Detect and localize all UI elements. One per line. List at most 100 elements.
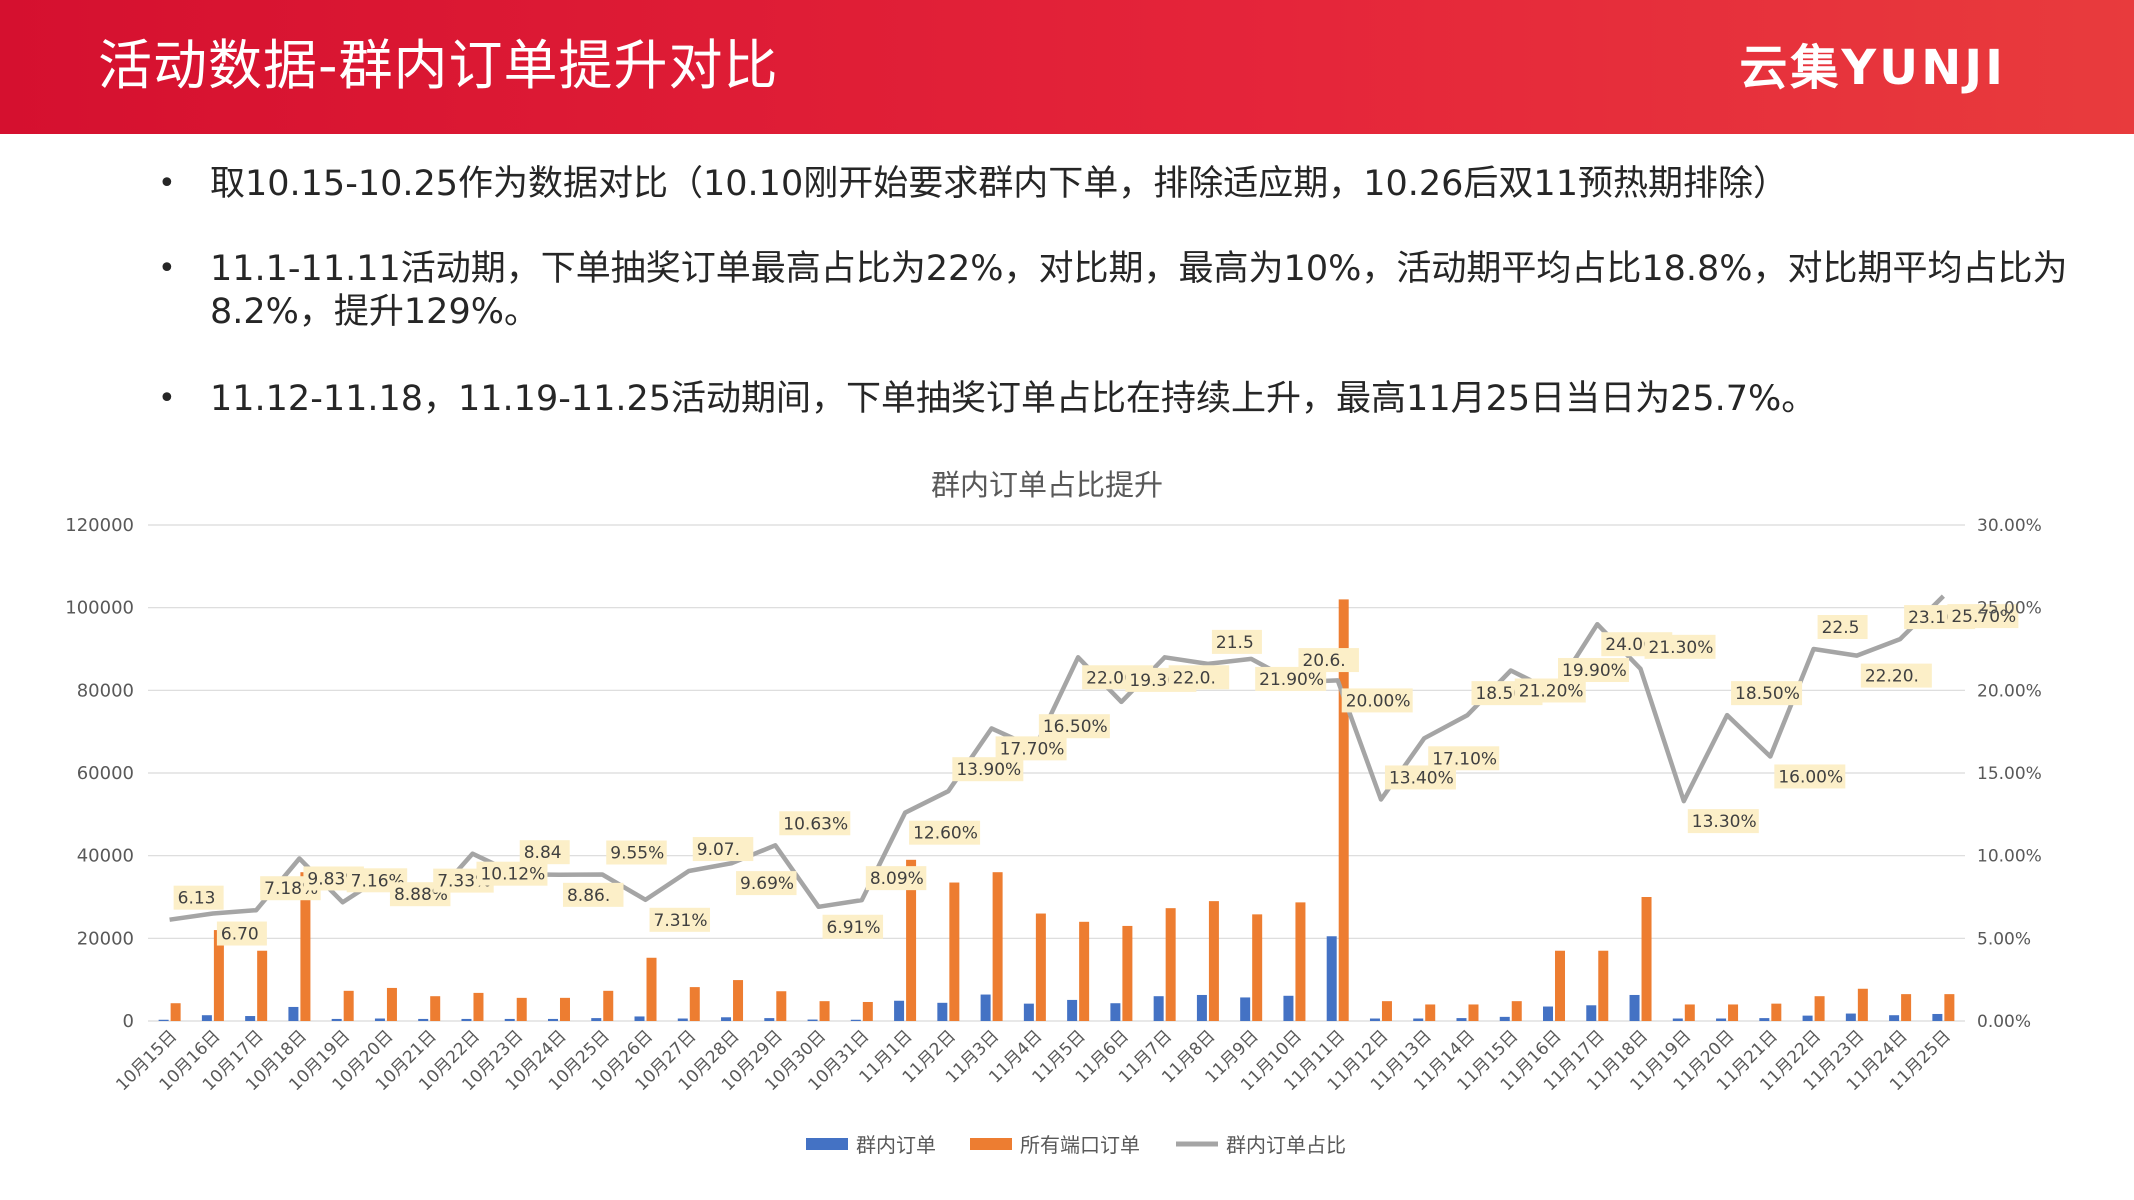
data-label-box — [649, 907, 711, 932]
data-label: 9.07. — [697, 840, 740, 860]
bar-group-orders — [331, 1018, 342, 1021]
y-right-tick-label: 5.00% — [1977, 929, 2031, 949]
bar-all-orders — [1728, 1004, 1739, 1021]
data-label-box — [1211, 629, 1262, 654]
data-label: 21.5 — [1216, 633, 1254, 653]
bar-all-orders — [776, 991, 787, 1021]
bar-all-orders — [1857, 988, 1868, 1021]
bar-all-orders — [1641, 897, 1652, 1021]
data-label-box — [779, 811, 851, 836]
data-label: 6.70 — [221, 925, 259, 945]
y-left-tick-label: 40000 — [77, 846, 134, 867]
y-right-tick-label: 20.00% — [1977, 681, 2042, 701]
data-label: 12.60% — [913, 824, 978, 844]
data-label: 22.5 — [1822, 618, 1860, 638]
bar-all-orders — [516, 997, 527, 1021]
bar-group-orders — [850, 1019, 861, 1021]
bar-all-orders — [689, 987, 700, 1021]
bullet-dot-icon: • — [158, 166, 176, 201]
bar-group-orders — [1889, 1015, 1900, 1021]
bar-group-orders — [764, 1018, 775, 1021]
header-bar: 活动数据-群内订单提升对比 云集YUNJI — [0, 0, 2134, 134]
bar-all-orders — [1555, 950, 1566, 1021]
bar-group-orders — [634, 1016, 645, 1021]
bar-group-orders — [980, 994, 991, 1021]
bar-all-orders — [1252, 914, 1263, 1021]
bar-group-orders — [1110, 1003, 1121, 1021]
bar-group-orders — [1672, 1018, 1683, 1021]
bar-group-orders — [1629, 994, 1640, 1021]
legend-label: 群内订单 — [856, 1133, 936, 1157]
bar-all-orders — [386, 987, 397, 1021]
data-label: 21.30% — [1649, 638, 1714, 658]
bar-group-orders — [1153, 996, 1164, 1021]
bar-all-orders — [300, 872, 311, 1021]
bar-group-orders — [1499, 1016, 1510, 1021]
bar-group-orders — [245, 1016, 256, 1021]
bar-group-orders — [591, 1018, 602, 1021]
data-label-box — [1774, 764, 1846, 789]
data-label-box — [519, 840, 570, 865]
data-label-box — [1731, 681, 1803, 706]
y-left-tick-label: 60000 — [77, 763, 134, 784]
y-left-tick-label: 100000 — [65, 598, 134, 619]
bar-group-orders — [288, 1006, 299, 1021]
data-label: 13.90% — [956, 760, 1021, 780]
data-label-box — [1860, 663, 1932, 688]
page-title: 活动数据-群内订单提升对比 — [98, 34, 779, 97]
bar-all-orders — [1598, 950, 1609, 1021]
data-label: 21.90% — [1259, 670, 1324, 690]
bar-group-orders — [1067, 999, 1078, 1021]
bar-all-orders — [603, 990, 614, 1021]
bar-all-orders — [1425, 1004, 1436, 1021]
bar-group-orders — [721, 1017, 732, 1021]
bar-all-orders — [559, 997, 570, 1021]
y-right-tick-label: 0.00% — [1977, 1012, 2031, 1032]
data-label-box — [822, 914, 884, 939]
bar-all-orders — [1944, 994, 1955, 1021]
bar-group-orders — [1543, 1006, 1554, 1021]
data-label: 20.00% — [1346, 691, 1411, 711]
data-label-box — [1558, 657, 1630, 682]
bar-all-orders — [1208, 901, 1219, 1021]
data-label: 9.69% — [740, 874, 794, 894]
bullet-dot-icon: • — [158, 381, 176, 416]
y-right-tick-label: 25.00% — [1977, 599, 2042, 619]
bar-all-orders — [1122, 925, 1133, 1021]
data-label: 10.12% — [480, 865, 545, 885]
data-label-box — [995, 736, 1067, 761]
yunji-logo: 云集YUNJI — [1739, 40, 2006, 96]
bar-group-orders — [158, 1019, 169, 1021]
bullet-text: 11.1-11.11活动期，下单抽奖订单最高占比为22%，对比期，最高为10%，… — [210, 249, 2068, 289]
bar-group-orders — [807, 1019, 818, 1021]
bar-all-orders — [1901, 994, 1912, 1021]
bar-all-orders — [473, 992, 484, 1021]
bar-group-orders — [418, 1018, 429, 1021]
bar-group-orders — [937, 1002, 948, 1021]
bar-all-orders — [819, 1001, 830, 1021]
bar-all-orders — [862, 1001, 873, 1021]
data-label: 8.86. — [567, 886, 610, 906]
bar-group-orders — [461, 1018, 472, 1021]
bar-all-orders — [257, 950, 268, 1021]
data-label-box — [1341, 688, 1413, 713]
data-label-box — [1514, 678, 1586, 703]
legend-swatch — [970, 1138, 1012, 1150]
legend-swatch — [806, 1138, 848, 1150]
data-label-box — [952, 757, 1024, 782]
bar-group-orders — [547, 1018, 558, 1021]
data-label-box — [1168, 665, 1230, 690]
bar-all-orders — [733, 980, 744, 1021]
bar-all-orders — [1381, 1001, 1392, 1021]
data-label: 17.10% — [1432, 749, 1497, 769]
data-label-box — [1644, 634, 1716, 659]
data-label-box — [865, 866, 927, 891]
data-label-box — [1817, 615, 1868, 639]
bar-group-orders — [1023, 1003, 1034, 1021]
bar-group-orders — [1845, 1013, 1856, 1021]
y-left-tick-label: 80000 — [77, 680, 134, 701]
bar-all-orders — [1295, 902, 1306, 1021]
bar-all-orders — [213, 930, 224, 1021]
bar-group-orders — [374, 1018, 385, 1021]
data-label: 18.50% — [1735, 684, 1800, 704]
